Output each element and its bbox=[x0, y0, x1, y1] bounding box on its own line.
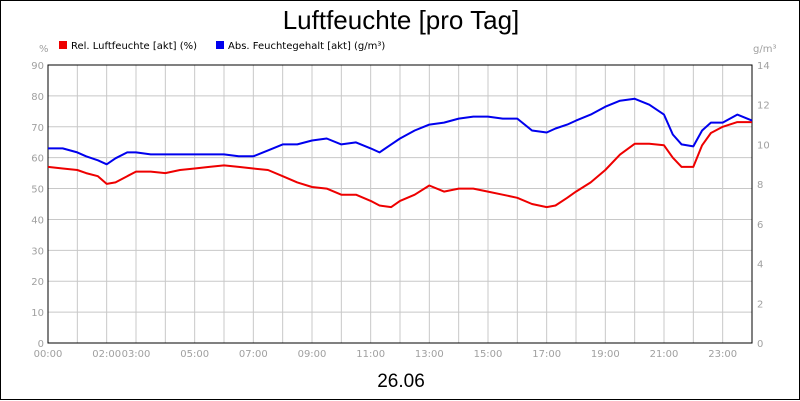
x-ticks: 00:00 02:00 03:00 05:00 07:00 09:00 11:00 13:00… bbox=[34, 349, 737, 360]
y-right-tick-label: 12 bbox=[757, 101, 770, 112]
x-tick-label: 05:00 bbox=[180, 349, 209, 360]
y-left-tick-label: 30 bbox=[31, 246, 44, 257]
legend-label-abs-humidity: Abs. Feuchtegehalt [akt] (g/m³) bbox=[228, 41, 385, 52]
series-line-abs-humidity bbox=[48, 97, 753, 166]
y-left-tick-label: 0 bbox=[38, 339, 44, 350]
y-right-tick-label: 10 bbox=[757, 140, 770, 151]
y-right-tick-label: 0 bbox=[757, 339, 763, 350]
x-tick-label: 23:00 bbox=[708, 349, 737, 360]
x-tick-label: 09:00 bbox=[298, 349, 327, 360]
x-tick-label: 00:00 bbox=[34, 349, 63, 360]
x-tick-label: 15:00 bbox=[474, 349, 503, 360]
legend-label-rel-humidity: Rel. Luftfeuchte [akt] (%) bbox=[71, 41, 197, 52]
y-left-unit: % bbox=[39, 44, 49, 55]
y-right-ticks: 0 2 4 6 8 10 12 14 bbox=[757, 61, 770, 350]
legend: Rel. Luftfeuchte [akt] (%) Abs. Feuchteg… bbox=[59, 41, 385, 52]
y-left-ticks: 0 10 20 30 40 50 60 70 80 90 bbox=[31, 61, 44, 350]
y-left-tick-label: 70 bbox=[31, 123, 44, 134]
x-tick-label: 13:00 bbox=[415, 349, 444, 360]
y-right-tick-label: 8 bbox=[757, 180, 763, 191]
date-label: 26.06 bbox=[377, 371, 425, 392]
x-tick-label: 17:00 bbox=[532, 349, 561, 360]
x-tick-label: 03:00 bbox=[122, 349, 151, 360]
y-right-tick-label: 6 bbox=[757, 220, 763, 231]
x-tick-label: 19:00 bbox=[591, 349, 620, 360]
x-tick-label: 21:00 bbox=[650, 349, 679, 360]
x-tick-label: 07:00 bbox=[239, 349, 268, 360]
y-left-tick-label: 60 bbox=[31, 154, 44, 165]
y-right-tick-label: 4 bbox=[757, 260, 763, 271]
series-line-rel-humidity bbox=[47, 121, 752, 209]
plot-area bbox=[47, 64, 753, 344]
series-layer bbox=[47, 97, 753, 209]
chart-title: Luftfeuchte [pro Tag] bbox=[283, 5, 520, 35]
y-right-tick-label: 14 bbox=[757, 61, 770, 72]
legend-swatch-rel-humidity bbox=[59, 41, 67, 49]
y-left-tick-label: 20 bbox=[31, 277, 44, 288]
y-right-tick-label: 2 bbox=[757, 299, 763, 310]
y-left-tick-label: 40 bbox=[31, 215, 44, 226]
y-left-tick-label: 80 bbox=[31, 92, 44, 103]
y-left-tick-label: 90 bbox=[31, 61, 44, 72]
y-left-tick-label: 10 bbox=[31, 308, 44, 319]
grid bbox=[47, 64, 753, 344]
x-tick-label: 11:00 bbox=[356, 349, 385, 360]
y-left-tick-label: 50 bbox=[31, 185, 44, 196]
y-right-unit: g/m³ bbox=[753, 44, 776, 55]
x-tick-label: 02:00 bbox=[92, 349, 121, 360]
legend-swatch-abs-humidity bbox=[216, 41, 224, 49]
